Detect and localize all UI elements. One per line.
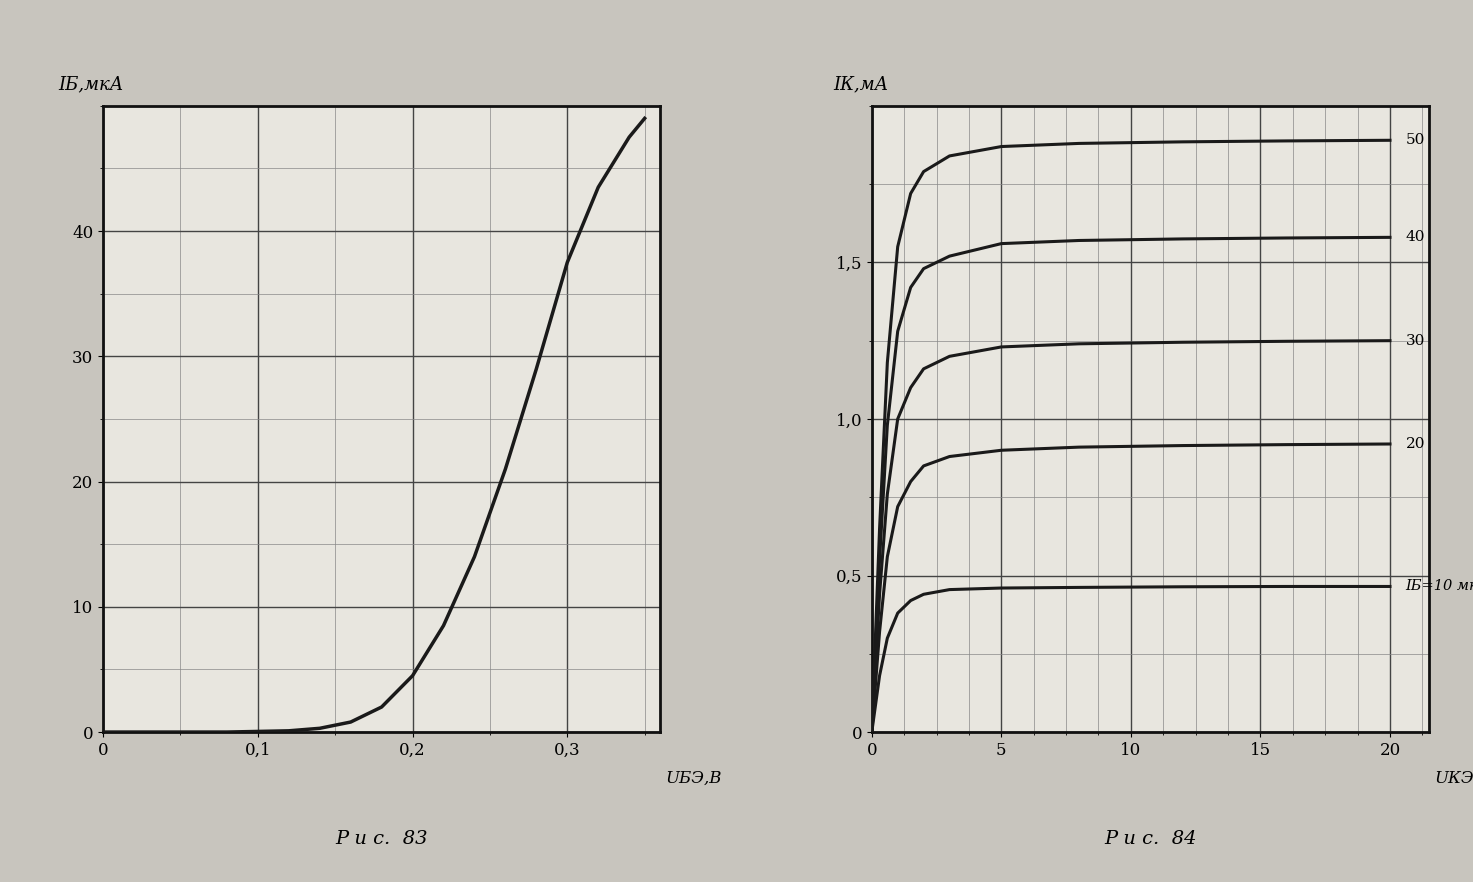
Text: IБ=10 мкА: IБ=10 мкА bbox=[1405, 579, 1473, 594]
Text: Р и с.  84: Р и с. 84 bbox=[1105, 829, 1196, 848]
Text: IК,мА: IК,мА bbox=[832, 75, 888, 93]
Text: UКЭ,В: UКЭ,В bbox=[1435, 770, 1473, 787]
Text: 20: 20 bbox=[1405, 437, 1424, 451]
Text: 50: 50 bbox=[1405, 133, 1424, 147]
Text: 30: 30 bbox=[1405, 333, 1424, 348]
Text: IБ,мкА: IБ,мкА bbox=[59, 75, 124, 93]
Text: 40: 40 bbox=[1405, 230, 1424, 244]
Text: UБЭ,В: UБЭ,В bbox=[666, 770, 722, 787]
Text: Р и с.  83: Р и с. 83 bbox=[336, 829, 427, 848]
